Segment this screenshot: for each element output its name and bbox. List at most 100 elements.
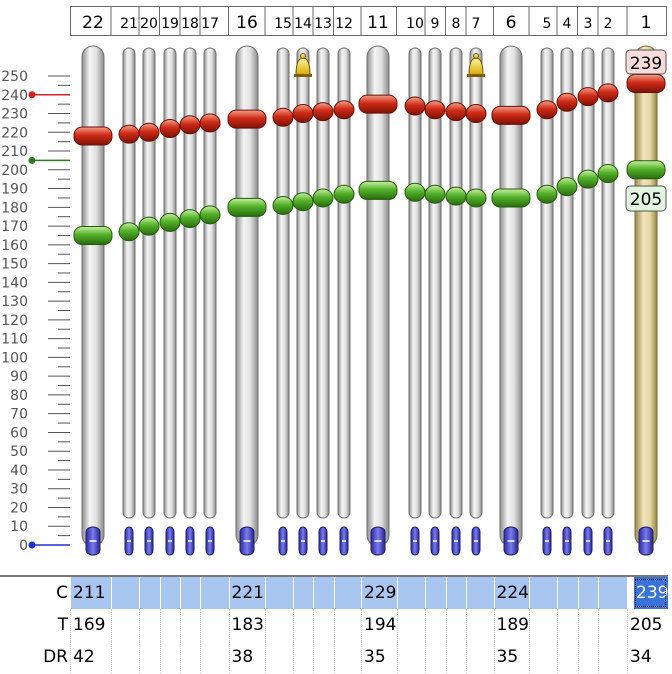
c-level-handle[interactable] <box>138 122 160 142</box>
t-level-handle[interactable] <box>577 169 599 189</box>
slider-track[interactable] <box>337 47 351 519</box>
channel-slider-3[interactable] <box>577 47 599 556</box>
slider-track[interactable] <box>581 47 595 519</box>
channel-slider-15[interactable] <box>272 47 294 556</box>
slider-track[interactable] <box>81 45 105 547</box>
slider-track[interactable] <box>560 47 574 519</box>
t-level-handle[interactable] <box>199 205 221 225</box>
grid-cell-c[interactable] <box>425 577 446 609</box>
t-level-handle[interactable] <box>491 188 531 208</box>
slider-track[interactable] <box>276 47 290 519</box>
channel-header-label[interactable]: 11 <box>367 13 389 33</box>
t-level-handle[interactable] <box>179 209 201 229</box>
slider-track[interactable] <box>316 47 330 519</box>
channel-header-label[interactable]: 10 <box>406 16 424 32</box>
grid-cell-c[interactable] <box>445 577 466 609</box>
slider-track[interactable] <box>469 47 483 519</box>
t-level-handle[interactable] <box>73 225 113 245</box>
grid-cell-c[interactable] <box>159 577 180 609</box>
channel-slider-2[interactable] <box>597 47 619 556</box>
c-level-handle[interactable] <box>272 107 294 127</box>
t-level-handle[interactable] <box>445 186 467 206</box>
channel-header-label[interactable]: 15 <box>274 16 292 32</box>
t-level-handle[interactable] <box>626 160 666 180</box>
channel-slider-6[interactable] <box>491 45 531 556</box>
grid-cell-c[interactable]: 211 <box>70 577 111 609</box>
slider-track[interactable] <box>203 47 217 519</box>
c-level-handle[interactable] <box>159 119 181 139</box>
c-level-handle[interactable] <box>577 87 599 107</box>
t-level-handle[interactable] <box>465 188 487 208</box>
grid-cell-c[interactable] <box>577 577 598 609</box>
channel-header-label[interactable]: 14 <box>294 16 312 32</box>
t-level-handle[interactable] <box>312 188 334 208</box>
channel-header-label[interactable]: 20 <box>140 16 158 32</box>
t-level-handle[interactable] <box>292 192 314 212</box>
t-level-handle[interactable] <box>138 216 160 236</box>
channel-slider-16[interactable] <box>227 45 267 556</box>
channel-header-label[interactable]: 18 <box>181 16 199 32</box>
channel-slider-7[interactable] <box>465 47 487 556</box>
c-level-handle[interactable] <box>199 113 221 133</box>
channel-header-label[interactable]: 7 <box>472 16 481 32</box>
slider-track[interactable] <box>449 47 463 519</box>
grid-cell-c[interactable] <box>293 577 313 609</box>
t-level-handle[interactable] <box>333 184 355 204</box>
channel-slider-10[interactable] <box>404 47 426 556</box>
t-level-handle[interactable] <box>556 177 578 197</box>
scale-marker-dot[interactable] <box>28 541 36 549</box>
channel-header-label[interactable]: 2 <box>604 16 613 32</box>
c-level-handle[interactable] <box>491 105 531 125</box>
slider-track[interactable] <box>296 47 310 519</box>
c-level-handle[interactable] <box>404 96 426 116</box>
c-level-handle[interactable] <box>333 100 355 120</box>
channel-header-label[interactable]: 8 <box>452 16 461 32</box>
slider-track[interactable] <box>366 45 390 547</box>
channel-header-label[interactable]: 16 <box>236 13 258 33</box>
t-level-handle[interactable] <box>597 164 619 184</box>
c-level-handle[interactable] <box>424 100 446 120</box>
channel-slider-8[interactable] <box>445 47 467 556</box>
grid-cell-c[interactable] <box>265 577 293 609</box>
grid-cell-c[interactable] <box>200 577 229 609</box>
slider-track[interactable] <box>601 47 615 519</box>
grid-cell-c[interactable]: 229 <box>361 577 397 609</box>
c-level-handle[interactable] <box>118 124 140 144</box>
channel-slider-9[interactable] <box>424 47 446 556</box>
c-level-handle[interactable] <box>445 102 467 122</box>
channel-slider-5[interactable] <box>536 47 558 556</box>
channel-slider-17[interactable] <box>199 47 221 556</box>
channel-slider-14[interactable] <box>292 47 314 556</box>
channel-slider-12[interactable] <box>333 47 355 556</box>
channel-header-label[interactable]: 19 <box>161 16 179 32</box>
t-level-handle[interactable] <box>404 182 426 202</box>
c-level-handle[interactable] <box>556 92 578 112</box>
channel-slider-18[interactable] <box>179 47 201 556</box>
channel-slider-20[interactable] <box>138 47 160 556</box>
t-level-handle[interactable] <box>118 222 140 242</box>
slider-track[interactable] <box>634 45 658 547</box>
t-level-handle[interactable] <box>272 195 294 215</box>
grid-cell-c[interactable] <box>529 577 557 609</box>
c-level-handle[interactable] <box>179 115 201 135</box>
channel-slider-11[interactable] <box>358 45 398 556</box>
channel-header-label[interactable]: 6 <box>506 13 517 33</box>
slider-track[interactable] <box>408 47 422 519</box>
channel-header-label[interactable]: 17 <box>201 16 219 32</box>
t-level-handle[interactable] <box>536 184 558 204</box>
channel-slider-22[interactable] <box>73 45 113 556</box>
slider-track[interactable] <box>183 47 197 519</box>
c-level-handle[interactable] <box>292 104 314 124</box>
slider-track[interactable] <box>428 47 442 519</box>
slider-track[interactable] <box>142 47 156 519</box>
grid-cell-c[interactable]: 239 <box>633 577 668 609</box>
channel-slider-4[interactable] <box>556 47 578 556</box>
channel-header-label[interactable]: 5 <box>543 16 552 32</box>
t-level-handle[interactable] <box>424 184 446 204</box>
c-level-handle[interactable] <box>597 83 619 103</box>
grid-cell-c[interactable] <box>333 577 361 609</box>
grid-cell-c[interactable] <box>598 577 627 609</box>
channel-header-label[interactable]: 1 <box>641 13 652 33</box>
channel-header-label[interactable]: 22 <box>82 13 104 33</box>
grid-cell-c[interactable] <box>180 577 200 609</box>
